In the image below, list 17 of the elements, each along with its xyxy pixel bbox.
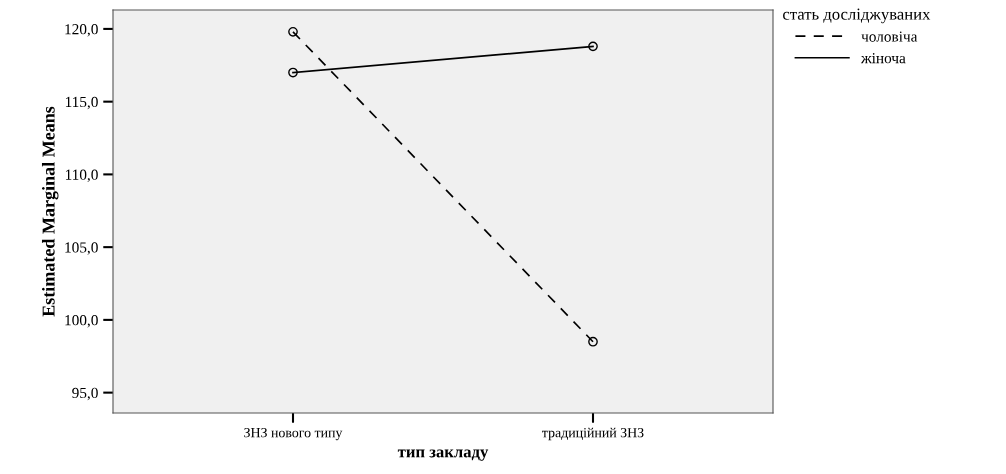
y-axis-title: Estimated Marginal Means <box>41 106 59 317</box>
y-tick-label: 95,0 <box>72 387 98 401</box>
point <box>588 336 598 347</box>
x-tick-label: традиційний ЗНЗ <box>542 427 644 441</box>
legend-label: жіноча <box>861 53 906 64</box>
point <box>288 67 298 78</box>
y-tick-label: 115,0 <box>65 96 98 110</box>
point <box>588 41 598 52</box>
y-tick-label: 110,0 <box>65 169 98 183</box>
point <box>288 26 298 37</box>
legend-label: чоловіча <box>861 31 918 42</box>
x-tick-label: ЗНЗ нового типу <box>244 427 343 441</box>
y-tick-label: 100,0 <box>65 315 98 328</box>
x-axis-title: тип закладу <box>397 449 489 461</box>
y-tick-label: 120,0 <box>65 24 98 37</box>
y-tick-label: 105,0 <box>65 242 98 255</box>
legend-title: стать досліджуваних <box>783 8 931 24</box>
